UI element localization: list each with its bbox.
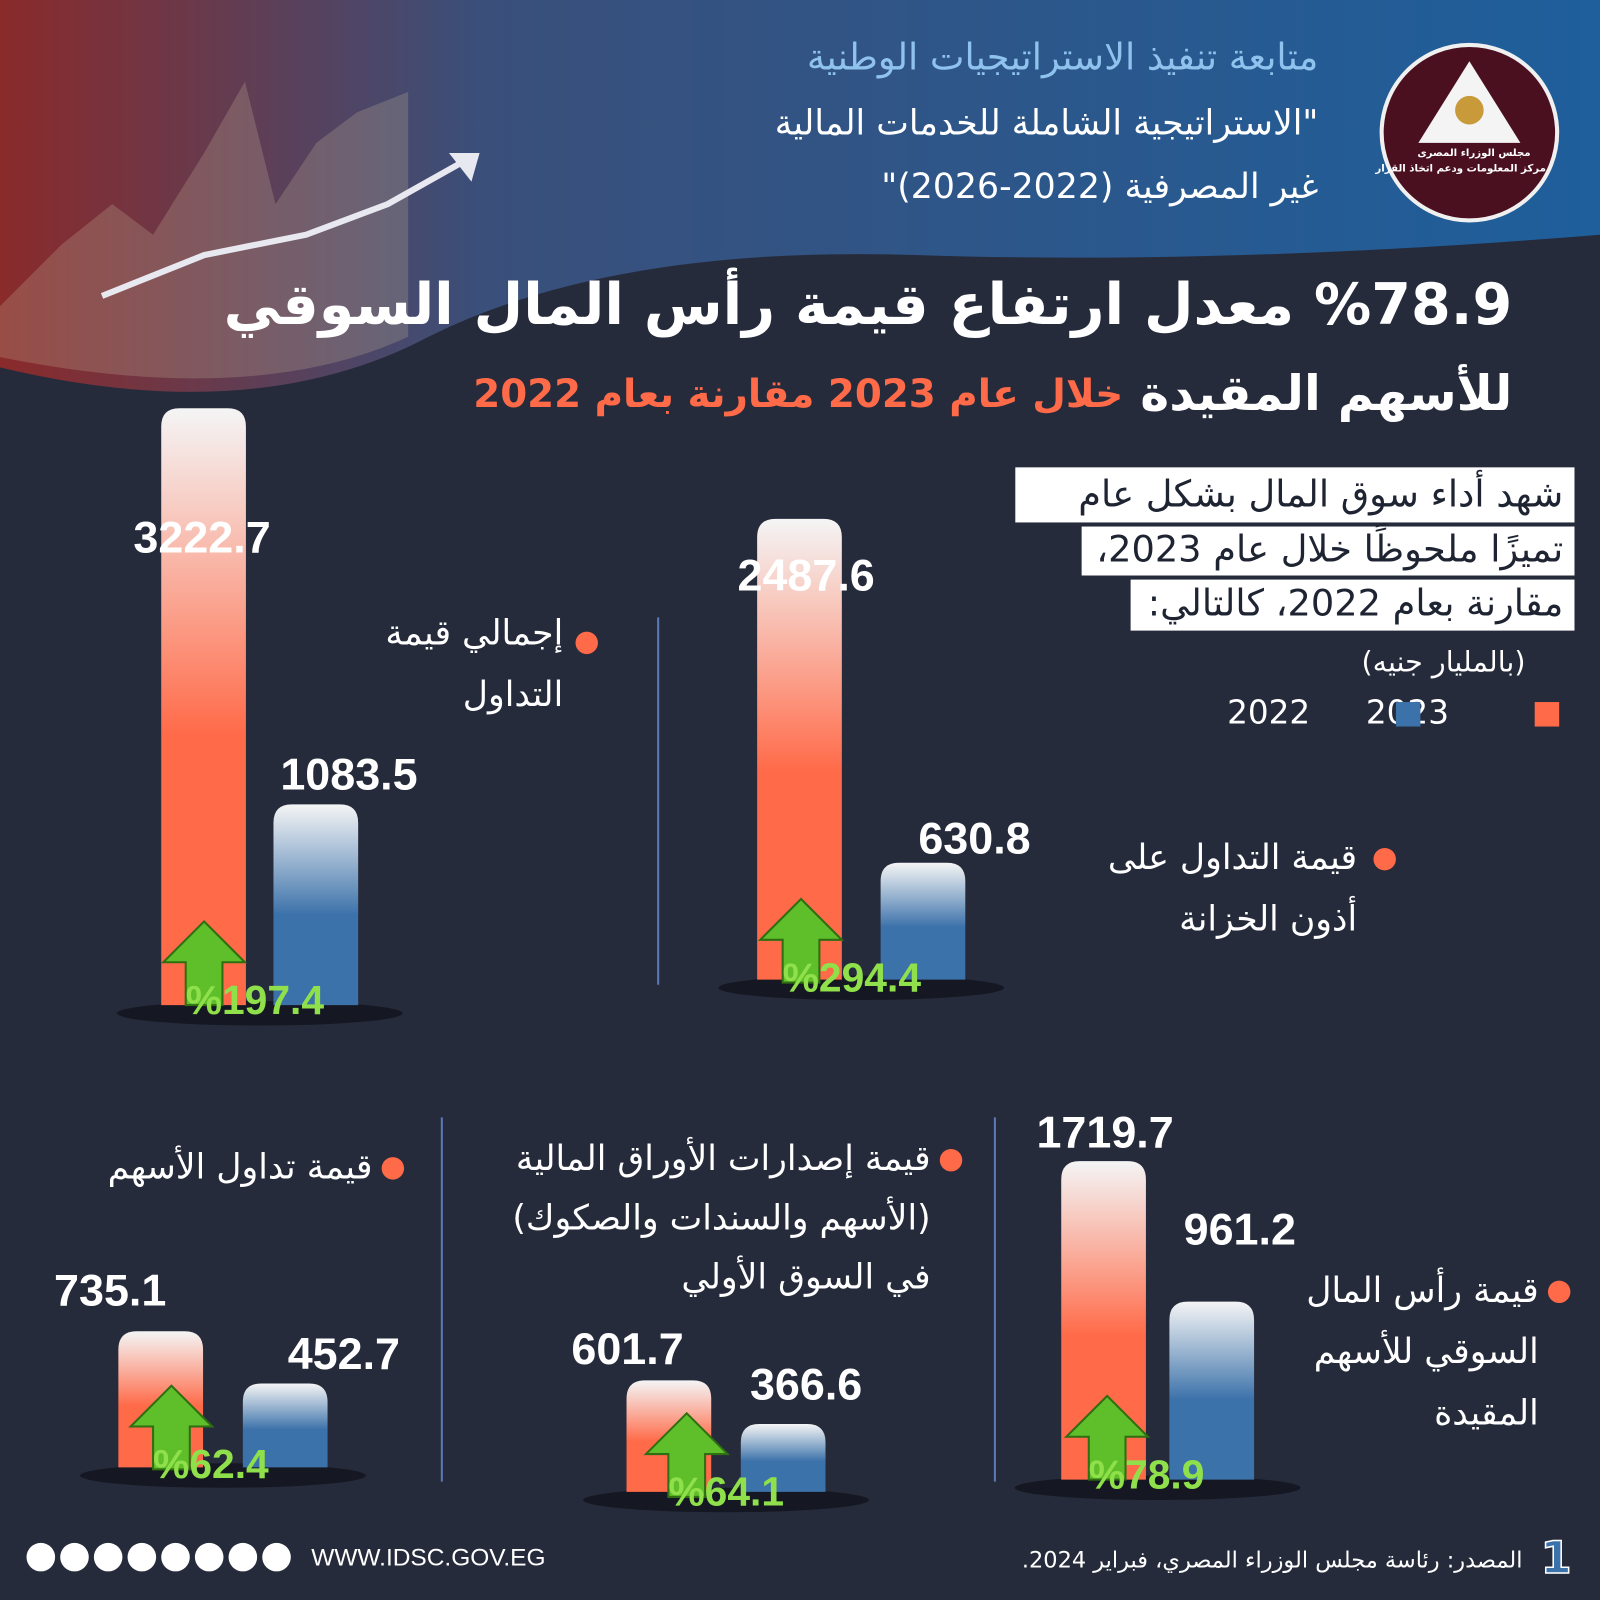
logo-text: مركز المعلومات ودعم اتخاذ القرار	[1374, 163, 1545, 174]
title-main: للأسهم المقيدة	[1140, 362, 1512, 421]
chart-label: أذون الخزانة	[1179, 895, 1357, 939]
value-label: 961.2	[1184, 1204, 1296, 1255]
icon[interactable]	[262, 1542, 291, 1572]
website[interactable]: WWW.IDSC.GOV.EG	[311, 1545, 545, 1572]
header-line: "الاستراتيجية الشاملة للخدمات المالية	[775, 103, 1319, 143]
chart-label: السوقي للأسهم	[1314, 1329, 1539, 1372]
chart-label: في السوق الأولي	[681, 1255, 930, 1298]
intro-line: تميزًا ملحوظًا خلال عام 2023،	[1096, 522, 1563, 570]
bar	[1061, 1161, 1146, 1480]
decor-arrow	[100, 155, 471, 299]
value-label: 630.8	[918, 813, 1030, 864]
value-label: 2487.6	[737, 549, 874, 600]
title-accent: خلال عام 2023 مقارنة بعام 2022	[473, 371, 1123, 416]
bar	[242, 1383, 328, 1468]
bar	[880, 862, 966, 980]
value-label: 452.7	[288, 1328, 400, 1379]
bullet	[1547, 1280, 1571, 1304]
legend-label: 2022	[1227, 693, 1310, 731]
chart-label: التداول	[463, 675, 563, 715]
chart-label: المقيدة	[1434, 1393, 1539, 1433]
chart-label: قيمة تداول الأسهم	[108, 1144, 373, 1187]
chart-label: قيمة رأس المال	[1306, 1267, 1539, 1311]
value-label: 735.1	[54, 1265, 166, 1316]
chart-label: إجمالي قيمة	[385, 614, 563, 654]
source: المصدر: رئاسة مجلس الوزراء المصري، فبراي…	[1022, 1548, 1523, 1574]
legend-swatch	[1395, 702, 1421, 727]
title-line2: للأسهم المقيدة خلال عام 2023 مقارنة بعام…	[473, 362, 1512, 421]
decor-arrow-head	[448, 153, 480, 182]
growth-arrow	[1063, 1394, 1151, 1481]
bar	[740, 1423, 826, 1492]
social-icons	[26, 1542, 291, 1572]
bullet	[381, 1157, 405, 1180]
intro-line: شهد أداء سوق المال بشكل عام	[1078, 469, 1563, 515]
bullet	[939, 1148, 963, 1172]
icon[interactable]	[194, 1542, 224, 1572]
page-number: 1	[1541, 1531, 1572, 1584]
value-label: 1719.7	[1036, 1107, 1173, 1158]
decor-chart	[0, 81, 409, 379]
bullet	[1373, 847, 1396, 871]
value-label: 3222.7	[133, 512, 270, 563]
chart-label: (الأسهم والسندات والصكوك)	[512, 1195, 930, 1238]
bar-shadow	[583, 1487, 869, 1513]
value-label: 1083.5	[280, 748, 417, 799]
legend-swatch	[1534, 702, 1560, 727]
bar	[273, 804, 359, 1006]
header-band	[0, 0, 1600, 392]
value-label: 601.7	[571, 1323, 683, 1374]
bullet	[575, 631, 598, 655]
icon[interactable]	[161, 1542, 190, 1572]
intro-box	[1081, 526, 1575, 576]
bar	[161, 408, 246, 1006]
logo-text: مجلس الوزراء المصرى	[1417, 148, 1530, 159]
bar-shadow	[116, 1001, 403, 1026]
title: %78.9 معدل ارتفاع قيمة رأس المال السوقي	[224, 267, 1513, 338]
header-line: غير المصرفية (2022-2026)"	[881, 167, 1318, 207]
growth-label: %294.4	[783, 954, 922, 1000]
bar-shadow	[80, 1463, 366, 1488]
chart-label: قيمة التداول على	[1108, 838, 1357, 878]
bar-shadow	[1014, 1475, 1301, 1500]
growth-label: %62.4	[153, 1441, 269, 1487]
icon[interactable]	[26, 1542, 56, 1572]
logo-eagle	[1455, 95, 1484, 125]
bar	[757, 518, 842, 980]
value-label: 366.6	[750, 1359, 862, 1410]
header-line: متابعة تنفيذ الاستراتيجيات الوطنية	[807, 36, 1319, 79]
growth-label: %197.4	[186, 977, 325, 1023]
chart-label: قيمة إصدارات الأوراق المالية	[516, 1136, 931, 1179]
growth-arrow	[160, 919, 248, 1007]
unit: (بالمليار جنيه)	[1361, 644, 1525, 678]
icon[interactable]	[93, 1542, 123, 1572]
icon[interactable]	[127, 1542, 157, 1572]
growth-arrow	[128, 1384, 215, 1471]
intro-box	[1015, 467, 1575, 523]
growth-label: %78.9	[1089, 1451, 1205, 1497]
icon[interactable]	[228, 1542, 258, 1572]
icon[interactable]	[60, 1542, 89, 1572]
bar	[1169, 1301, 1255, 1480]
intro-box	[1130, 579, 1575, 631]
growth-arrow	[757, 897, 845, 984]
intro-line: مقارنة بعام 2022، كالتالي:	[1148, 582, 1564, 625]
growth-label: %64.1	[668, 1469, 784, 1515]
growth-arrow	[643, 1411, 731, 1498]
